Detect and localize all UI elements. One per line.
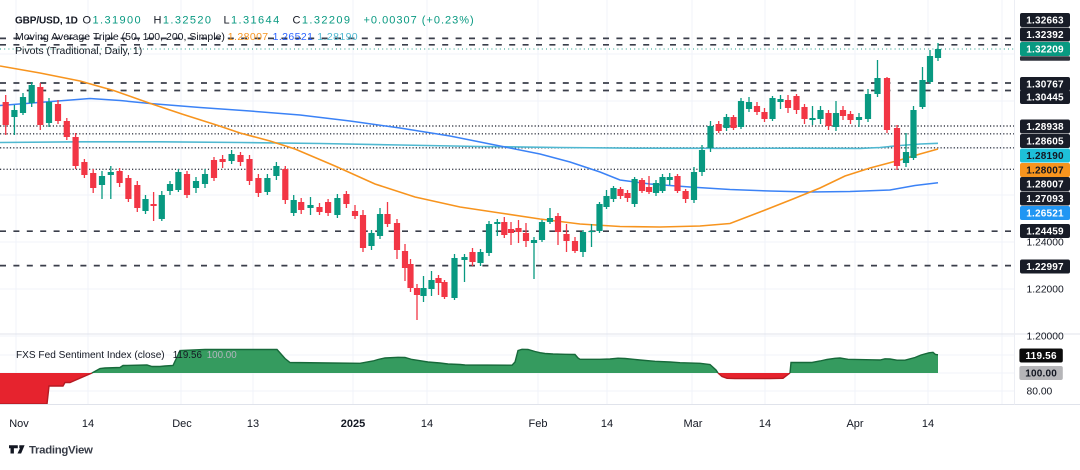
svg-text:Dec: Dec (172, 418, 192, 430)
svg-text:14: 14 (421, 418, 433, 430)
svg-text:1.28007: 1.28007 (228, 31, 269, 43)
svg-text:119.56: 119.56 (173, 350, 203, 361)
svg-text:14: 14 (922, 418, 934, 430)
svg-text:1.28938: 1.28938 (1026, 122, 1064, 133)
svg-text:2025: 2025 (341, 418, 365, 430)
svg-text:1.28007: 1.28007 (1026, 180, 1064, 191)
svg-text:100.00: 100.00 (1025, 369, 1057, 380)
svg-text:1.26521: 1.26521 (273, 31, 314, 43)
svg-text:1.27093: 1.27093 (1026, 194, 1064, 205)
svg-text:GBP/USD, 1D: GBP/USD, 1D (15, 16, 78, 27)
svg-text:C1.32209: C1.32209 (293, 15, 352, 27)
svg-text:TradingView: TradingView (29, 445, 93, 457)
svg-text:+0.00307 (+0.23%): +0.00307 (+0.23%) (364, 15, 475, 27)
svg-text:1.20000: 1.20000 (1027, 332, 1064, 343)
svg-text:Mar: Mar (684, 418, 703, 430)
svg-text:1.32663: 1.32663 (1026, 16, 1064, 27)
svg-text:1.30445: 1.30445 (1026, 93, 1064, 104)
svg-text:14: 14 (601, 418, 613, 430)
svg-text:Feb: Feb (529, 418, 548, 430)
svg-text:1.26521: 1.26521 (1026, 209, 1064, 220)
svg-text:1.24459: 1.24459 (1026, 227, 1064, 238)
svg-text:1.28605: 1.28605 (1026, 137, 1064, 148)
svg-text:14: 14 (759, 418, 771, 430)
svg-text:FXS Fed Sentiment Index (close: FXS Fed Sentiment Index (close) (16, 350, 165, 361)
svg-text:13: 13 (247, 418, 259, 430)
svg-text:1.22000: 1.22000 (1027, 285, 1064, 296)
svg-text:1.28007: 1.28007 (1026, 166, 1064, 177)
svg-text:14: 14 (82, 418, 94, 430)
svg-text:Nov: Nov (9, 418, 29, 430)
svg-text:L1.31644: L1.31644 (224, 15, 281, 27)
svg-text:100.00: 100.00 (207, 350, 238, 361)
svg-text:1.30767: 1.30767 (1026, 80, 1064, 91)
svg-text:80.00: 80.00 (1027, 387, 1053, 398)
svg-text:Apr: Apr (846, 418, 863, 430)
svg-text:1.28190: 1.28190 (1026, 151, 1064, 162)
svg-text:1.28190: 1.28190 (317, 31, 358, 43)
svg-text:Pivots (Traditional, Daily, 1): Pivots (Traditional, Daily, 1) (15, 45, 142, 57)
svg-text:1.24000: 1.24000 (1027, 238, 1064, 249)
svg-text:119.56: 119.56 (1025, 351, 1056, 362)
svg-text:1.32392: 1.32392 (1026, 30, 1064, 41)
svg-text:H1.32520: H1.32520 (154, 15, 213, 27)
svg-text:1.22997: 1.22997 (1026, 262, 1064, 273)
svg-text:1.32209: 1.32209 (1026, 45, 1064, 56)
svg-text:O1.31900: O1.31900 (83, 15, 143, 27)
svg-text:Moving Average Triple (50, 100: Moving Average Triple (50, 100, 200, Sim… (15, 31, 225, 43)
